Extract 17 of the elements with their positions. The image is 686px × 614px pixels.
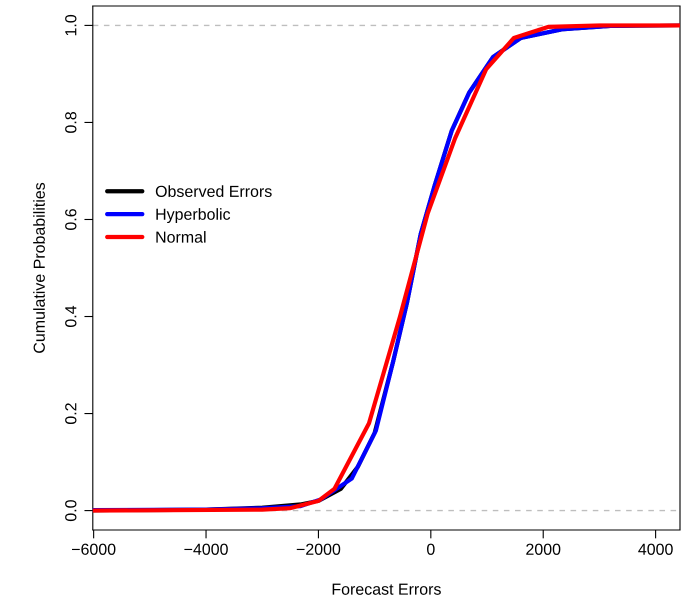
y-tick-label: 0.2 (65, 403, 76, 424)
legend-label: Normal (156, 231, 206, 243)
y-tick-label: 0.6 (65, 209, 76, 230)
x-axis-title: Forecast Errors (332, 584, 441, 595)
y-tick-label: 1.0 (65, 14, 76, 36)
y-tick-label: 0.8 (65, 112, 76, 133)
y-tick-label: 0.4 (65, 306, 76, 327)
x-tick-label: 0 (427, 544, 435, 555)
y-axis-title: Cumulative Probabilities (33, 182, 45, 353)
x-tick-label: −6000 (72, 544, 116, 555)
legend-label: Observed Errors (156, 185, 272, 198)
x-tick-label: 2000 (526, 544, 560, 555)
x-tick-label: −4000 (184, 544, 228, 555)
legend-label: Hyperbolic (156, 208, 230, 224)
x-tick-label: 4000 (638, 544, 673, 555)
x-tick-label: −2000 (296, 544, 340, 555)
y-tick-label: 0.0 (65, 500, 76, 522)
